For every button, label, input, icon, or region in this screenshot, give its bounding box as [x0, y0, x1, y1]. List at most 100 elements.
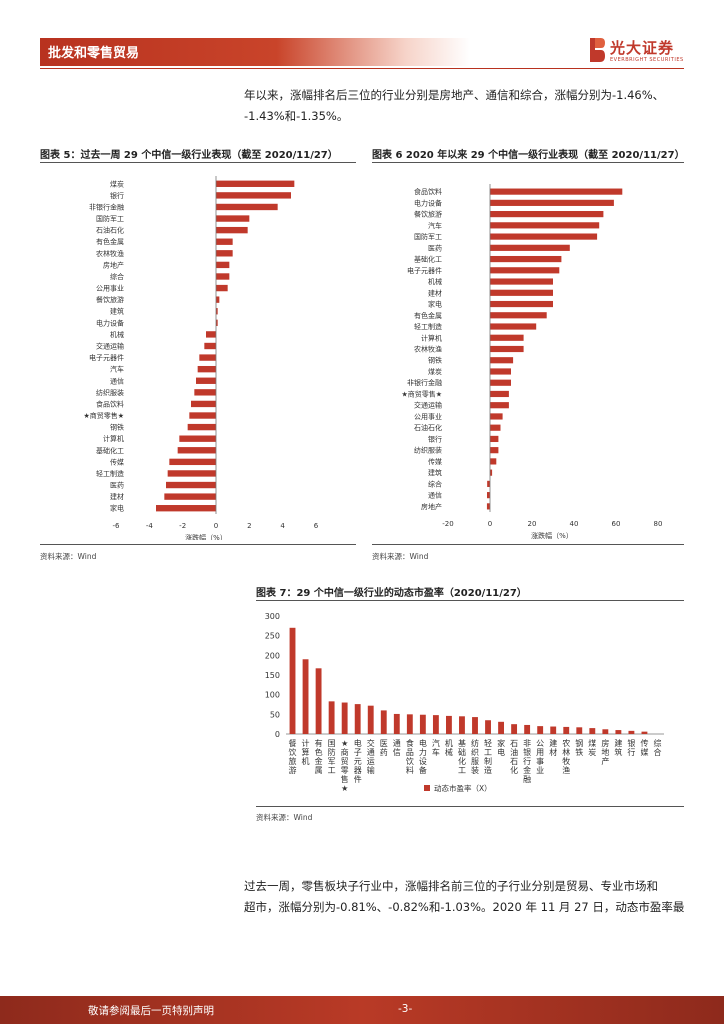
chart5-bar — [204, 342, 216, 350]
logo-text: 光大证券 — [610, 39, 675, 57]
chart5-category-label: 交通运输 — [96, 342, 124, 351]
chart5-bar — [216, 308, 218, 315]
chart5-category-label: 通信 — [110, 376, 124, 385]
chart6-bar — [490, 435, 499, 443]
chart7-bar — [445, 715, 452, 734]
chart7-category-label: 有色金属 — [315, 738, 323, 775]
chart7-bar — [641, 731, 648, 734]
chart6-category-label: 餐饮旅游 — [414, 210, 442, 219]
chart7-bar — [354, 704, 361, 734]
chart5-bar — [216, 226, 248, 234]
closing-line-2: 超市，涨幅分别为-0.81%、-0.82%和-1.03%。2020 年 11 月… — [244, 900, 685, 914]
chart6-category-label: 计算机 — [421, 333, 442, 342]
chart5-bar — [196, 377, 216, 384]
chart5-bar — [216, 273, 230, 280]
chart6-bar — [490, 278, 553, 285]
chart6-tick-label: 60 — [612, 520, 621, 528]
chart7-tick-label: 100 — [265, 691, 280, 700]
chart5-bar — [199, 354, 216, 361]
chart6-bar — [490, 289, 553, 296]
chart7-bar — [589, 728, 596, 734]
chart6-bar — [490, 334, 524, 341]
chart6-tick-label: 20 — [528, 520, 537, 528]
chart5-bar — [164, 493, 216, 500]
chart6-category-label: 煤炭 — [428, 367, 442, 376]
chart5-category-label: 机械 — [110, 330, 124, 339]
chart5-category-label: 基础化工 — [96, 446, 124, 455]
chart7-category-label: 电子元器件 — [354, 738, 362, 784]
chart5-category-label: 公用事业 — [96, 284, 124, 293]
chart6-category-label: 家电 — [428, 300, 442, 309]
chart7-bar — [628, 730, 635, 734]
chart5-category-label: 非银行金融 — [89, 202, 124, 211]
chart5-bar — [216, 296, 220, 303]
intro-paragraph: 年以来，涨幅排名后三位的行业分别是房地产、通信和综合，涨幅分别为-1.46%、 … — [244, 85, 694, 127]
chart5-bar — [187, 423, 216, 431]
chart7-bar — [602, 729, 609, 734]
chart5-category-label: 纺织服装 — [96, 388, 124, 397]
chart5-category-label: 钢铁 — [110, 423, 124, 432]
chart7-category-label: 综合 — [653, 738, 661, 757]
chart5-category-label: 农林牧渔 — [96, 249, 124, 258]
chart5-category-label: 食品饮料 — [96, 399, 124, 408]
chart6-bar — [490, 323, 537, 330]
chart7-category-label: 国防军工 — [328, 739, 336, 775]
chart5-tick-label: -6 — [113, 522, 121, 530]
chart6-bar — [490, 312, 547, 319]
chart5-tick-label: 2 — [247, 522, 251, 530]
chart7-bar — [537, 726, 544, 734]
chart5-category-label: 餐饮旅游 — [96, 295, 124, 304]
chart6-category-label: 建筑 — [428, 468, 442, 477]
chart7-category-label: 交通运输 — [367, 738, 375, 775]
chart5-category-label: 轻工制造 — [96, 469, 124, 478]
chart7-bar — [563, 726, 570, 734]
chart7-category-label: 纺织服装 — [471, 738, 479, 775]
chart7-category-label: 公用事业 — [536, 739, 544, 775]
chart6-category-label: 轻工制造 — [414, 322, 442, 331]
chart6-plot: 食品饮料电力设备餐饮旅游汽车国防军工医药基础化工电子元器件机械建材家电有色金属轻… — [401, 184, 662, 540]
chart5-category-label: 计算机 — [103, 434, 124, 443]
intro-line-1: 年以来，涨幅排名后三位的行业分别是房地产、通信和综合，涨幅分别为-1.46%、 — [244, 88, 665, 102]
chart6-bar — [490, 390, 509, 398]
chart5-bar — [216, 215, 250, 222]
chart7-category-label: 农林牧渔 — [562, 738, 570, 775]
chart5-title: 图表 5：过去一周 29 个中信一级行业表现（截至 2020/11/27） — [40, 150, 338, 161]
footer-disclaimer: 敬请参阅最后一页特别声明 — [88, 1005, 214, 1017]
chart7-category-label: 食品饮料 — [406, 738, 414, 775]
chart7-category-label: 建筑 — [614, 738, 622, 757]
chart7-category-label: 医药 — [380, 739, 388, 757]
chart7-bar — [380, 710, 387, 734]
chart6-category-label: 综合 — [428, 479, 442, 488]
chart7-bar — [393, 713, 400, 734]
chart6-category-label: 电子元器件 — [407, 266, 442, 275]
chart5-bar — [197, 365, 216, 373]
chart5-bar — [194, 389, 216, 396]
chart6-bar — [490, 424, 501, 431]
chart7-tick-label: 150 — [265, 671, 280, 680]
chart5-category-label: 家电 — [110, 504, 124, 513]
chart6-bar — [490, 300, 553, 308]
chart6-category-label: 银行 — [428, 434, 442, 443]
chart7-bar — [302, 659, 309, 734]
chart7-top-rule — [256, 600, 684, 601]
chart7-bar — [472, 717, 478, 734]
chart5-category-label: 有色金属 — [96, 237, 124, 246]
section-title: 批发和零售贸易 — [48, 46, 140, 61]
chart5-bar — [216, 319, 218, 327]
intro-line-2: -1.43%和-1.35%。 — [244, 109, 349, 123]
chart7-bar — [315, 668, 322, 734]
chart7-category-label: 计算机 — [302, 738, 310, 766]
chart7-bar — [328, 701, 335, 734]
chart5-bottom-rule — [40, 544, 356, 545]
chart6-category-label: 非银行金融 — [407, 378, 442, 387]
chart5-bar — [191, 400, 216, 408]
chart5-bar — [156, 505, 216, 512]
chart7-tick-label: 50 — [270, 710, 280, 719]
chart5-tick-label: 0 — [214, 522, 218, 530]
chart7-category-label: ★商贸零售★ — [341, 739, 349, 793]
chart5-bar — [216, 203, 278, 211]
chart5-tick-label: 6 — [314, 522, 319, 530]
chart6-category-label: 有色金属 — [414, 311, 442, 320]
closing-line-1: 过去一周，零售板块子行业中，涨幅排名前三位的子行业分别是贸易、专业市场和 — [244, 879, 658, 893]
chart6-bar — [490, 244, 570, 251]
